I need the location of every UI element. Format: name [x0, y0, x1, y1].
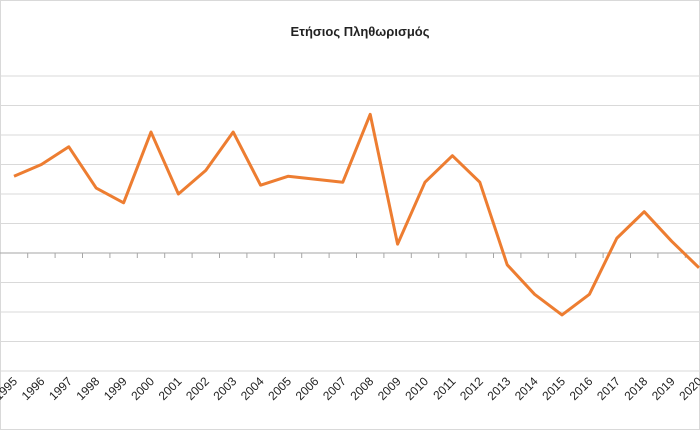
chart-title: Ετήσιος Πληθωρισμός [290, 24, 429, 39]
series-line [13, 112, 700, 317]
